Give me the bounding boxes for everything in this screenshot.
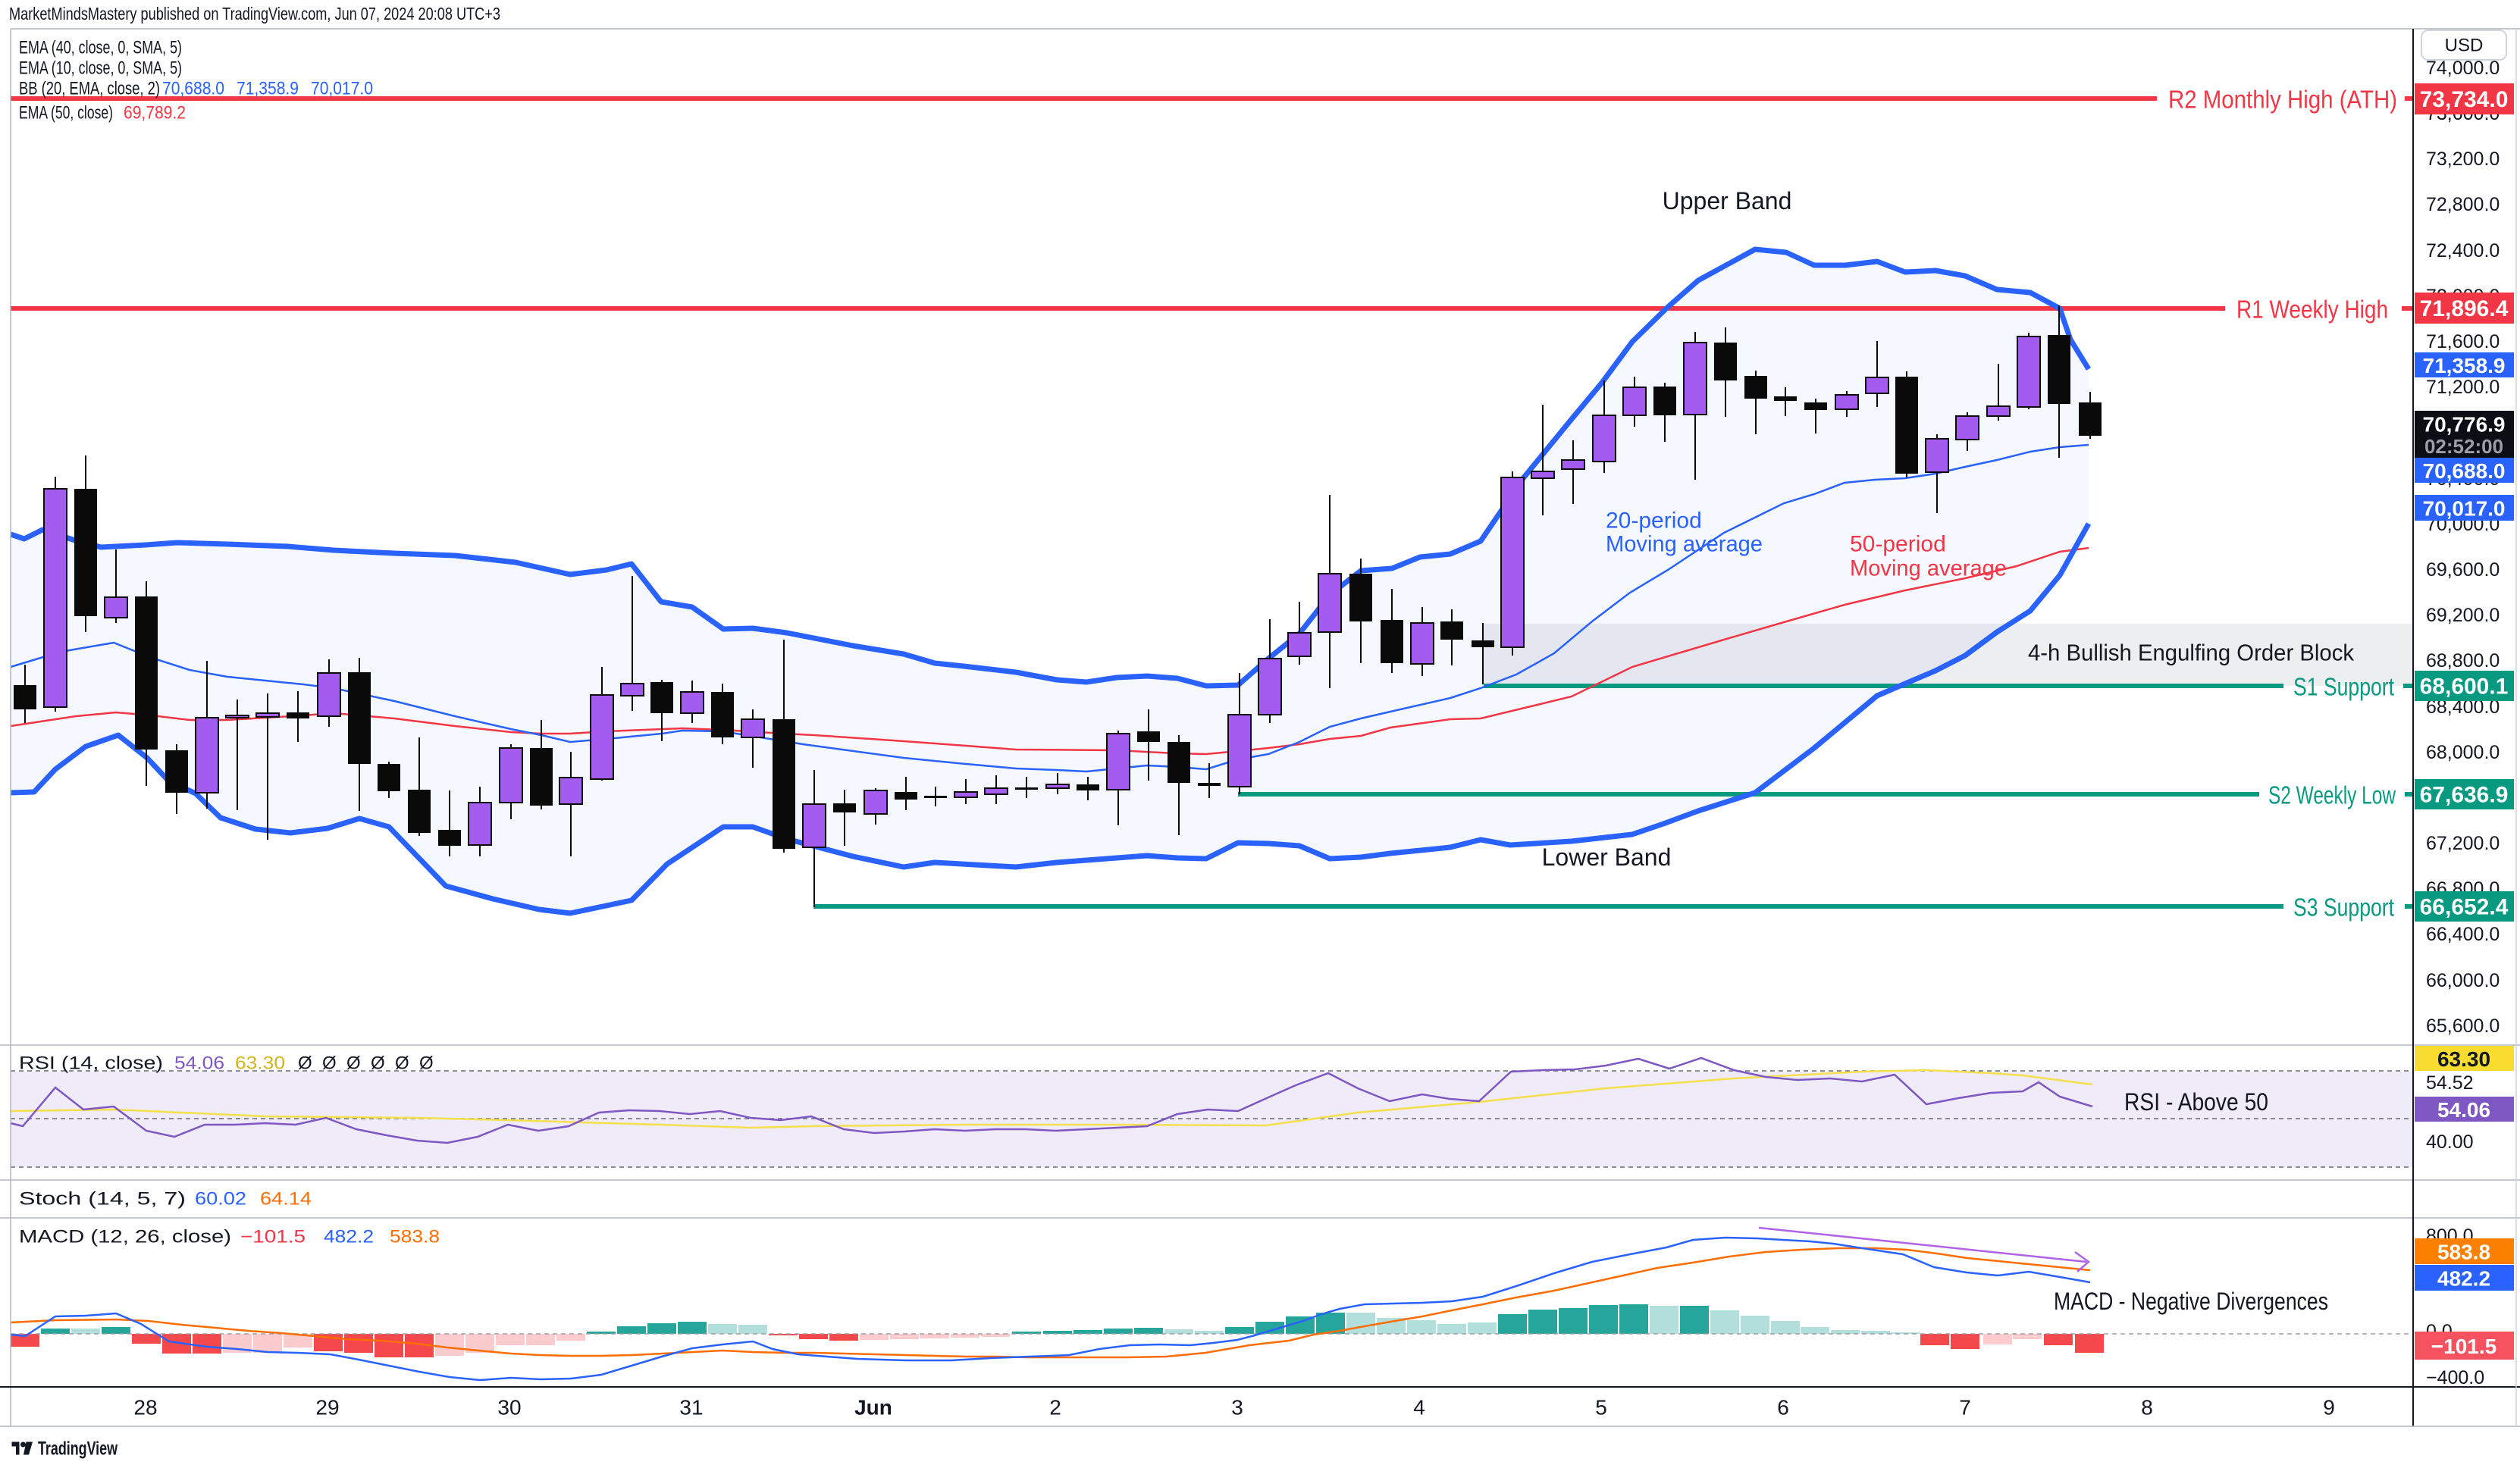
svg-text:54.52: 54.52 [2426,1072,2474,1094]
svg-text:66,652.4: 66,652.4 [2420,895,2509,920]
svg-text:Ø: Ø [322,1053,337,1074]
svg-text:69,200.0: 69,200.0 [2426,605,2500,626]
svg-text:66,000.0: 66,000.0 [2426,970,2500,991]
svg-text:RSI (14, close): RSI (14, close) [19,1053,163,1074]
svg-text:68,600.1: 68,600.1 [2420,675,2509,700]
svg-text:40.00: 40.00 [2426,1132,2474,1153]
svg-text:MACD - Negative Divergences: MACD - Negative Divergences [2054,1288,2328,1315]
svg-text:6: 6 [1777,1396,1789,1419]
svg-text:S1 Support: S1 Support [2293,673,2394,701]
svg-text:73,734.0: 73,734.0 [2420,87,2509,112]
svg-text:71,200.0: 71,200.0 [2426,377,2500,398]
svg-text:Ø: Ø [371,1053,385,1074]
svg-text:4-h Bullish Engulfing Order Bl: 4-h Bullish Engulfing Order Block [2028,640,2354,666]
svg-text:MACD (12, 26, close): MACD (12, 26, close) [19,1227,231,1247]
svg-text:3: 3 [1231,1396,1243,1419]
svg-text:70,688.0: 70,688.0 [162,79,224,99]
svg-text:71,358.9: 71,358.9 [2423,354,2506,377]
svg-text:TradingView: TradingView [38,1438,118,1460]
svg-text:R2 Monthly High (ATH): R2 Monthly High (ATH) [2168,86,2397,114]
svg-text:583.8: 583.8 [390,1227,440,1247]
svg-text:USD: USD [2445,36,2484,56]
svg-text:Moving average: Moving average [1606,532,1763,557]
svg-text:Stoch (14, 5, 7): Stoch (14, 5, 7) [19,1189,186,1210]
svg-text:63.30: 63.30 [2437,1047,2490,1071]
svg-text:4: 4 [1413,1396,1425,1419]
svg-text:65,600.0: 65,600.0 [2426,1016,2500,1037]
svg-text:29: 29 [315,1396,339,1419]
svg-text:54.06: 54.06 [2437,1098,2490,1122]
svg-text:S3 Support: S3 Support [2293,894,2394,922]
svg-text:60.02: 60.02 [195,1189,246,1210]
svg-text:EMA (10, close, 0, SMA, 5): EMA (10, close, 0, SMA, 5) [19,58,182,79]
svg-text:73,200.0: 73,200.0 [2426,149,2500,170]
svg-text:583.8: 583.8 [2437,1241,2490,1264]
svg-text:67,200.0: 67,200.0 [2426,833,2500,854]
svg-text:BB (20, EMA, close, 2): BB (20, EMA, close, 2) [19,79,160,99]
svg-text:Ø: Ø [419,1053,434,1074]
svg-text:Moving average: Moving average [1850,556,2007,581]
svg-text:02:52:00: 02:52:00 [2424,435,2503,458]
svg-text:MarketMindsMastery published o: MarketMindsMastery published on TradingV… [9,4,500,23]
svg-text:68,000.0: 68,000.0 [2426,742,2500,763]
svg-text:−101.5: −101.5 [240,1227,306,1247]
svg-text:Jun: Jun [854,1396,892,1419]
svg-text:69,600.0: 69,600.0 [2426,559,2500,581]
svg-text:70,688.0: 70,688.0 [2423,459,2506,483]
svg-text:R1 Weekly High: R1 Weekly High [2236,296,2388,324]
svg-text:482.2: 482.2 [324,1227,374,1247]
svg-text:72,800.0: 72,800.0 [2426,194,2500,215]
svg-text:Lower Band: Lower Band [1542,844,1672,871]
svg-text:74,000.0: 74,000.0 [2426,58,2500,79]
svg-text:EMA (40, close, 0, SMA, 5): EMA (40, close, 0, SMA, 5) [19,38,182,58]
svg-text:−400.0: −400.0 [2426,1367,2484,1388]
svg-text:5: 5 [1595,1396,1607,1419]
svg-text:71,896.4: 71,896.4 [2420,296,2509,321]
svg-text:EMA (50, close): EMA (50, close) [19,103,113,124]
svg-text:RSI - Above 50: RSI - Above 50 [2124,1088,2268,1116]
svg-text:70,017.0: 70,017.0 [311,79,373,99]
svg-text:Upper Band: Upper Band [1663,187,1792,214]
svg-text:28: 28 [133,1396,157,1419]
svg-text:9: 9 [2323,1396,2335,1419]
svg-text:69,789.2: 69,789.2 [124,103,186,124]
svg-text:67,636.9: 67,636.9 [2420,783,2509,808]
svg-text:20-period: 20-period [1606,509,1702,534]
svg-text:71,358.9: 71,358.9 [237,79,299,99]
svg-text:482.2: 482.2 [2437,1267,2490,1291]
svg-text:63.30: 63.30 [235,1053,285,1074]
svg-text:64.14: 64.14 [260,1189,312,1210]
svg-text:Ø: Ø [346,1053,361,1074]
svg-text:2: 2 [1049,1396,1061,1419]
svg-text:66,400.0: 66,400.0 [2426,924,2500,945]
svg-text:70,776.9: 70,776.9 [2423,413,2506,437]
svg-text:8: 8 [2141,1396,2153,1419]
svg-text:30: 30 [497,1396,521,1419]
svg-text:72,400.0: 72,400.0 [2426,240,2500,261]
svg-text:−101.5: −101.5 [2431,1335,2496,1358]
svg-text:54.06: 54.06 [174,1053,224,1074]
svg-text:50-period: 50-period [1850,532,1946,557]
svg-text:70,017.0: 70,017.0 [2423,497,2506,521]
svg-text:7: 7 [1959,1396,1971,1419]
svg-text:Ø: Ø [395,1053,409,1074]
svg-text:Ø: Ø [298,1053,312,1074]
svg-text:71,600.0: 71,600.0 [2426,331,2500,352]
svg-text:S2 Weekly Low: S2 Weekly Low [2268,781,2396,809]
svg-text:68,800.0: 68,800.0 [2426,650,2500,671]
svg-text:31: 31 [679,1396,703,1419]
